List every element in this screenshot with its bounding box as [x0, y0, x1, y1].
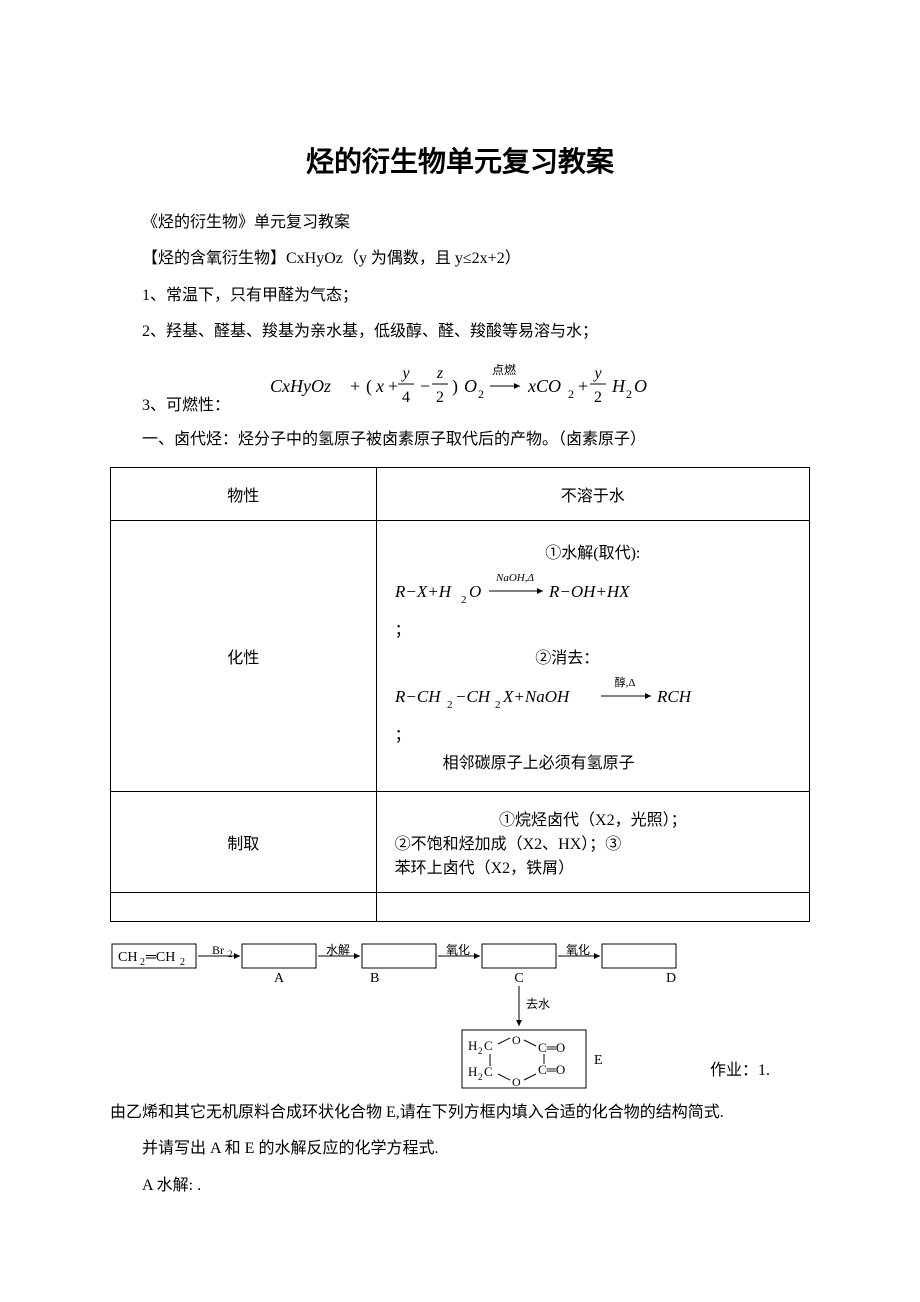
intro-line-2: 【烃的含氧衍生物】CxHyOz（y 为偶数，且 y≤2x+2） [110, 244, 810, 274]
svg-text:2: 2 [461, 594, 467, 606]
table-row: 化性 ①水解(取代): R−X+H 2 O NaOH,Δ R−OH+HX ； W… [111, 520, 810, 791]
prep-2: ②不饱和烃加成（X2、HX）；③ [395, 830, 791, 854]
svg-text:水解: 水解 [326, 943, 350, 957]
svg-text:去水: 去水 [526, 997, 550, 1011]
f-plus3: + [578, 376, 588, 396]
svg-text:R−OH+HX: R−OH+HX [548, 582, 630, 601]
f-minus: − [420, 376, 430, 396]
svg-text:X+NaOH: X+NaOH [502, 687, 571, 706]
svg-text:NaOH,Δ: NaOH,Δ [495, 572, 534, 584]
svg-text:C═O: C═O [538, 1040, 565, 1055]
semi2: ； [395, 721, 791, 745]
elim-note: 相邻碳原子上必须有氢原子 [395, 749, 791, 773]
svg-text:E: E [594, 1053, 603, 1068]
svg-text:2: 2 [478, 1072, 483, 1082]
svg-text:C═O: C═O [538, 1062, 565, 1077]
svg-text:−CH: −CH [455, 687, 492, 706]
f-z: z [436, 365, 444, 382]
f-xco2: xCO [527, 376, 561, 396]
table-row [111, 892, 810, 921]
cell-prep-value: ①烷烃卤代（X2，光照）； ②不饱和烃加成（X2、HX）；③ 苯环上卤代（X2，… [376, 791, 809, 892]
cell-chem-label: 化性 [111, 520, 377, 791]
svg-text:2: 2 [140, 957, 145, 968]
semi1: ； [395, 616, 791, 640]
f-o2: O [464, 376, 477, 396]
f-rparen: ) [452, 376, 458, 397]
combustion-prefix: 3、可燃性： [110, 391, 230, 415]
elim-label: ②消去： [429, 644, 706, 668]
homework-prefix: 作业：1. [710, 1056, 770, 1086]
f-h2osub: 2 [626, 387, 632, 401]
f-h2o: H [611, 376, 626, 396]
table-row: 制取 ①烷烃卤代（X2，光照）； ②不饱和烃加成（X2、HX）；③ 苯环上卤代（… [111, 791, 810, 892]
intro-line-4: 2、羟基、醛基、羧基为亲水基，低级醇、醛、羧酸等易溶与水； [110, 317, 810, 347]
svg-text:A: A [274, 971, 285, 986]
f-arrow-label: 点燃 [492, 362, 516, 377]
f-plus2: + [388, 376, 398, 396]
properties-table: 物性 不溶于水 化性 ①水解(取代): R−X+H 2 O NaOH,Δ R−O… [110, 467, 810, 922]
svg-text:H: H [468, 1038, 477, 1053]
empty-cell-2 [376, 892, 809, 921]
f-4: 4 [402, 389, 410, 406]
table-row: 物性 不溶于水 [111, 467, 810, 520]
empty-cell-1 [111, 892, 377, 921]
tail-p2: 并请写出 A 和 E 的水解反应的化学方程式. [110, 1134, 810, 1164]
svg-text:2: 2 [495, 699, 501, 711]
cell-chem-value: ①水解(取代): R−X+H 2 O NaOH,Δ R−OH+HX ； WW ②… [376, 520, 809, 791]
f-o2sub: 2 [478, 387, 484, 401]
svg-text:O: O [512, 1033, 521, 1047]
hydrolysis-label: ①水解(取代): [395, 539, 791, 563]
f-lparen: ( [366, 376, 372, 397]
svg-text:RCH: RCH [656, 687, 693, 706]
svg-text:C: C [514, 971, 523, 986]
cell-phys-value: 不溶于水 [376, 467, 809, 520]
svg-text:2: 2 [180, 957, 185, 968]
f-x: x [375, 376, 384, 396]
svg-text:O: O [512, 1075, 521, 1089]
f-y1: y [400, 365, 410, 382]
svg-text:2: 2 [478, 1046, 483, 1056]
tail-p1: 由乙烯和其它无机原料合成环状化合物 E,请在下列方框内填入合适的化合物的结构简式… [110, 1098, 810, 1128]
f-2b: 2 [594, 389, 602, 406]
tail-p3: A 水解: . [110, 1171, 810, 1201]
flowchart-row: CH 2 ═CH 2 Br 2 A 水解 B 氧化 C 氧化 D [110, 942, 810, 1092]
f-y2: y [592, 365, 602, 382]
combustion-formula: CxHyOz + ( x + y 4 − z 2 ) O 2 点燃 xCO 2 … [238, 354, 700, 415]
svg-text:C: C [484, 1064, 493, 1079]
svg-text:2: 2 [447, 699, 453, 711]
cell-phys-label: 物性 [111, 467, 377, 520]
f-2a: 2 [436, 389, 444, 406]
hydrolysis-eq: R−X+H 2 O NaOH,Δ R−OH+HX [395, 567, 791, 612]
f-h2o-o: O [634, 376, 647, 396]
intro-line-3: 1、常温下，只有甲醛为气态； [110, 281, 810, 311]
svg-text:氧化: 氧化 [566, 943, 590, 957]
svg-text:═CH: ═CH [145, 950, 175, 965]
svg-text:C: C [484, 1038, 493, 1053]
f-co2sub: 2 [568, 387, 574, 401]
svg-text:H: H [468, 1064, 477, 1079]
combustion-line: 3、可燃性： CxHyOz + ( x + y 4 − z 2 ) O 2 点燃… [110, 354, 810, 415]
svg-text:O: O [469, 582, 481, 601]
section-1-heading: 一、卤代烃：烃分子中的氢原子被卤素原子取代后的产物。（卤素原子） [110, 425, 810, 455]
elim-eq: R−CH 2 −CH 2 X+NaOH 醇,Δ RCH [395, 672, 791, 717]
chem-label-text: 化性 [227, 650, 259, 667]
elim-label-row: WW ②消去： [395, 644, 791, 668]
prep-3: 苯环上卤代（X2，铁屑） [395, 854, 791, 878]
svg-text:Br: Br [212, 943, 224, 957]
f-plus1: + [350, 376, 360, 396]
flowchart-svg: CH 2 ═CH 2 Br 2 A 水解 B 氧化 C 氧化 D [110, 942, 710, 1092]
svg-text:氧化: 氧化 [446, 943, 470, 957]
svg-text:CH: CH [118, 950, 137, 965]
f-cxhyoz: CxHyOz [270, 376, 331, 396]
svg-text:2: 2 [228, 949, 233, 959]
page-title: 烃的衍生物单元复习教案 [110, 140, 810, 180]
intro-line-1: 《烃的衍生物》单元复习教案 [110, 208, 810, 238]
svg-text:R−CH: R−CH [395, 687, 442, 706]
svg-text:D: D [666, 971, 676, 986]
cell-prep-label: 制取 [111, 791, 377, 892]
svg-text:醇,Δ: 醇,Δ [614, 675, 635, 689]
svg-text:B: B [370, 971, 379, 986]
svg-text:R−X+H: R−X+H [395, 582, 453, 601]
prep-1: ①烷烃卤代（X2，光照）； [395, 806, 791, 830]
